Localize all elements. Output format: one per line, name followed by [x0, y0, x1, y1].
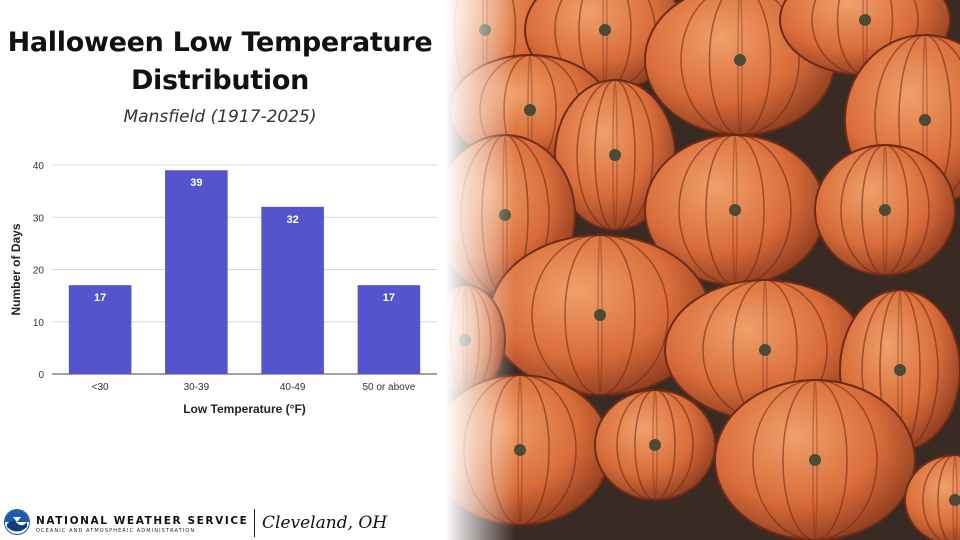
noaa-logo-icon — [4, 509, 30, 535]
x-tick-label: <30 — [92, 382, 109, 393]
data-label: 17 — [94, 292, 106, 304]
x-tick-label: 40-49 — [280, 382, 306, 393]
footer: NATIONAL WEATHER SERVICE OCEANIC AND ATM… — [4, 507, 444, 539]
bar-chart: 0 10 20 30 40 17 <30 39 30-39 32 40-49 17 50 or abov… — [9, 161, 437, 416]
y-tick-label: 20 — [33, 266, 45, 277]
photo-fade — [445, 0, 515, 540]
title-line-2: Distribution — [130, 65, 310, 96]
x-tick-label: 50 or above — [362, 382, 415, 393]
x-axis-label: Low Temperature (°F) — [183, 402, 306, 416]
pumpkin — [904, 454, 960, 540]
pumpkin — [814, 144, 956, 276]
pumpkins-photo — [445, 0, 960, 540]
x-tick-label: 30-39 — [184, 382, 210, 393]
agency-subtitle: OCEANIC AND ATMOSPHERIC ADMINISTRATION — [36, 528, 196, 534]
data-label: 17 — [383, 292, 395, 304]
agency-name: NATIONAL WEATHER SERVICE — [36, 515, 249, 527]
y-axis-label: Number of Days — [9, 223, 23, 315]
y-tick-label: 30 — [33, 213, 45, 224]
data-label: 39 — [190, 177, 202, 189]
bar — [261, 206, 324, 374]
office-name: Cleveland, OH — [262, 513, 388, 533]
slide-subtitle: Mansfield (1917-2025) — [123, 107, 317, 127]
y-tick-label: 10 — [33, 318, 45, 329]
slide-title: Halloween Low Temperature Distribution — [0, 24, 440, 100]
y-tick-label: 0 — [38, 370, 44, 381]
pumpkin — [489, 234, 711, 396]
y-tick-label: 40 — [33, 161, 45, 172]
pumpkin — [594, 389, 716, 501]
pumpkin — [554, 79, 676, 231]
bar — [165, 170, 228, 374]
bar — [68, 285, 132, 374]
footer-divider — [254, 509, 255, 537]
bar — [357, 285, 421, 374]
pumpkin — [714, 379, 916, 540]
data-label: 32 — [287, 214, 299, 226]
title-line-1: Halloween Low Temperature — [7, 27, 433, 58]
